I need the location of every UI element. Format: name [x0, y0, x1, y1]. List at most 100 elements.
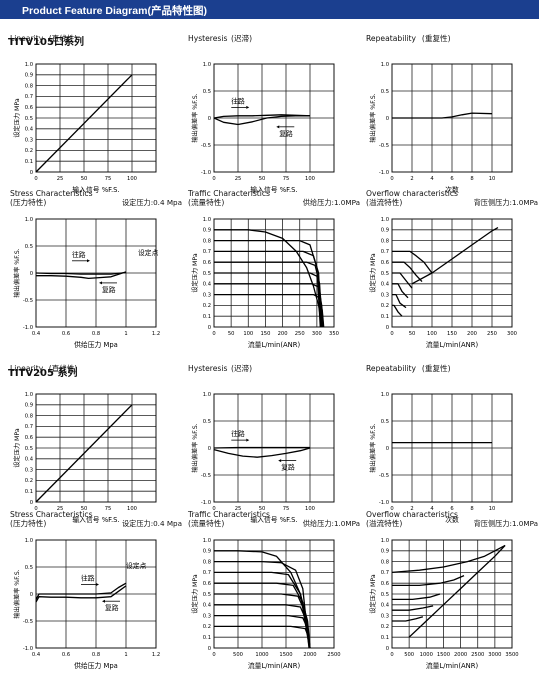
x-tick-label: 0.8	[92, 331, 100, 337]
y-tick-label: 0.2	[203, 624, 211, 630]
series-line-1	[411, 227, 499, 285]
annotation-label: 复路	[281, 463, 295, 472]
annotation-label: 设定点	[138, 248, 159, 257]
x-tick-label: 0.4	[32, 331, 41, 337]
series-line-2	[35, 585, 127, 603]
x-tick-label: 50	[409, 331, 416, 337]
x-tick-label: 0	[212, 652, 215, 658]
y-tick-label: 0	[386, 446, 389, 452]
x-axis-label: 输入信号 %F.S.	[72, 515, 119, 524]
chart-linearity: 0 25 50 75 100 0 0.1 0.2 0.3 0.4 0.5 0.6 0.7 0.8 0.9 1.…	[13, 62, 157, 194]
y-tick-label: 0.5	[25, 244, 33, 250]
plot-frame	[35, 539, 157, 649]
y-axis-label: 输出偏差率 %F.S.	[13, 248, 21, 297]
x-axis-label: 输入信号 %F.S.	[250, 515, 297, 524]
y-axis-label: 输出偏差率 %F.S.	[191, 93, 199, 142]
y-tick-label: 0	[30, 170, 33, 176]
overflow-condition: 背压侧压力:1.0MPa	[473, 519, 538, 528]
chart-panel-stress: 0.4 0.6 0.8 1 1.2 -1.0 -0.5 0 0.5 1.0 供给压力 Mpa 输出偏差…	[8, 203, 184, 353]
chart-panel-traffic: 0 500 1000 1500 2000 2500 0 0.1 0.2 0.3 0.4 0.5 0.6 0…	[186, 524, 362, 674]
y-tick-label: 0.5	[381, 419, 389, 425]
series-line-5	[392, 605, 434, 611]
chart-panel-stress: 0.4 0.6 0.8 1 1.2 -1.0 -0.5 0 0.5 1.0 供给压力 Mpa 输出偏差…	[8, 524, 184, 674]
y-tick-label: 0.5	[25, 446, 33, 452]
x-tick-label: 300	[312, 331, 322, 337]
page-title: Product Feature Diagram(产品特性图)	[22, 5, 207, 17]
x-tick-label: 75	[283, 506, 290, 512]
traffic-condition: 供给压力:1.0MPa	[302, 198, 360, 207]
y-tick-label: 0	[208, 325, 211, 331]
chart-hysteresis: 0 25 50 75 100 -1.0 -0.5 0 0.5 1.0 输入信号 %F.S. 输出偏差率…	[191, 392, 335, 524]
y-tick-label: -1.0	[379, 500, 389, 506]
repeatability-title-en: Repeatability	[366, 34, 417, 43]
series-line-7	[392, 304, 403, 317]
x-tick-label: 0	[34, 506, 37, 512]
annotation-label: 往路	[81, 574, 95, 583]
y-tick-label: 0.5	[203, 89, 211, 95]
y-tick-label: 0	[208, 646, 211, 652]
x-tick-label: 100	[427, 331, 437, 337]
chart-repeatability: 0 2 4 6 8 10 -1.0 -0.5 0 0.5 1.0 次数 输出偏差率 %F.S.	[369, 62, 513, 194]
y-axis-label: 输出偏差率 %F.S.	[369, 93, 377, 142]
x-tick-label: 2	[410, 176, 413, 182]
x-tick-label: 100	[305, 176, 315, 182]
x-tick-label: 25	[57, 506, 64, 512]
stress-title-cn: (压力特性)	[10, 519, 47, 528]
y-tick-label: 0.2	[25, 148, 33, 154]
series-line-4	[392, 593, 441, 601]
series-line-2	[391, 544, 506, 574]
y-tick-label: 0.9	[25, 73, 33, 79]
y-tick-label: 0.5	[25, 565, 33, 571]
x-tick-label: 2000	[303, 652, 316, 658]
y-tick-label: 0.3	[381, 292, 389, 298]
chart-traffic: 0 50 100 150 200 250 300 350 0 0.1 0.2 0.3 0.4 0.5 0.6…	[191, 217, 339, 349]
series-line-6	[392, 293, 407, 309]
x-tick-label: 0	[390, 506, 393, 512]
series-line-1	[408, 544, 506, 638]
x-tick-label: 300	[507, 331, 517, 337]
y-tick-label: -0.5	[23, 619, 33, 625]
y-tick-label: 1.0	[203, 392, 211, 398]
y-tick-label: 0.5	[203, 592, 211, 598]
y-tick-label: 0.6	[203, 260, 211, 266]
overflow-title-en: Overflow characteristics	[366, 510, 458, 519]
series-line-1	[35, 74, 133, 173]
x-tick-label: 50	[81, 506, 88, 512]
chart-hysteresis: 0 25 50 75 100 -1.0 -0.5 0 0.5 1.0 输入信号 %F.S. 输出偏差率…	[191, 62, 335, 194]
y-tick-label: 0.1	[381, 635, 389, 641]
y-tick-label: 0	[30, 592, 33, 598]
y-tick-label: 0.3	[25, 467, 33, 473]
overflow-condition: 背压侧压力:1.0MPa	[473, 198, 538, 207]
x-axis-label: 供给压力 Mpa	[74, 340, 118, 349]
overflow-title-cn: (溢流特性)	[366, 198, 403, 207]
y-axis-label: 输出偏差率 %F.S.	[13, 569, 21, 618]
chart-linearity: 0 25 50 75 100 0 0.1 0.2 0.3 0.4 0.5 0.6 0.7 0.8 0.9 1.…	[13, 392, 157, 524]
y-tick-label: 0	[208, 446, 211, 452]
chart-stress: 0.4 0.6 0.8 1 1.2 -1.0 -0.5 0 0.5 1.0 供给压力 Mpa 输出偏差…	[13, 538, 160, 670]
series-line-3	[214, 571, 311, 649]
y-tick-label: 0.2	[381, 303, 389, 309]
x-tick-label: 50	[228, 331, 235, 337]
x-tick-label: 0.8	[92, 652, 100, 658]
x-tick-label: 100	[305, 506, 315, 512]
y-tick-label: -1.0	[23, 325, 33, 331]
y-tick-label: -0.5	[23, 298, 33, 304]
x-tick-label: 75	[105, 176, 112, 182]
y-tick-label: 0.9	[203, 549, 211, 555]
x-tick-label: 0	[34, 176, 37, 182]
x-tick-label: 350	[329, 331, 339, 337]
annotation-arrowhead	[99, 281, 102, 285]
x-tick-label: 1000	[420, 652, 433, 658]
y-tick-label: -1.0	[201, 170, 211, 176]
chart-overflow: 0 500 1000 1500 2000 2500 3000 3500 0 0.1 0.2 0.3 0.…	[369, 538, 519, 670]
x-tick-label: 50	[259, 176, 266, 182]
y-tick-label: 0.7	[203, 249, 211, 255]
chart-stress: 0.4 0.6 0.8 1 1.2 -1.0 -0.5 0 0.5 1.0 供给压力 Mpa 输出偏差…	[13, 217, 160, 349]
chart-panel-repeatability: 0 2 4 6 8 10 -1.0 -0.5 0 0.5 1.0 次数 输出偏差率 %F.S.	[364, 48, 539, 198]
x-tick-label: 25	[57, 176, 64, 182]
x-tick-label: 1.2	[152, 331, 160, 337]
x-tick-label: 4	[430, 176, 434, 182]
x-tick-label: 100	[127, 176, 137, 182]
y-tick-label: 0.7	[381, 249, 389, 255]
series-line-1	[35, 404, 133, 503]
